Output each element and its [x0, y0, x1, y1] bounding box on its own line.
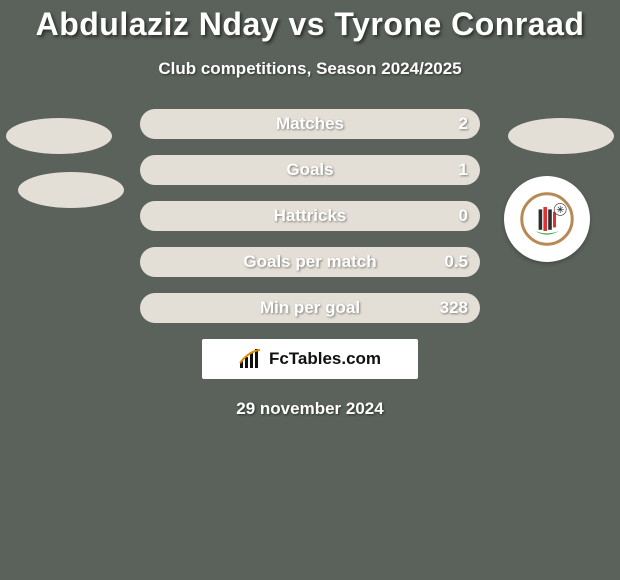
- stat-right-value: 2: [459, 109, 468, 139]
- crest-icon: [517, 189, 577, 249]
- source-label: FcTables.com: [269, 349, 381, 369]
- stat-right-value: 0: [459, 201, 468, 231]
- stat-row: Hattricks 0: [140, 201, 480, 231]
- stat-label: Hattricks: [140, 201, 480, 231]
- comparison-infographic: Abdulaziz Nday vs Tyrone Conraad Club co…: [0, 0, 620, 580]
- stat-row: Goals per match 0.5: [140, 247, 480, 277]
- stat-label: Min per goal: [140, 293, 480, 323]
- stat-row: Goals 1: [140, 155, 480, 185]
- page-title: Abdulaziz Nday vs Tyrone Conraad: [0, 0, 620, 43]
- barchart-icon: [239, 349, 263, 369]
- club-crest-right: [504, 176, 590, 262]
- stat-label: Goals: [140, 155, 480, 185]
- stat-right-value: 328: [440, 293, 468, 323]
- team-badge-right-1: [508, 118, 614, 154]
- stat-label: Matches: [140, 109, 480, 139]
- stat-right-value: 1: [459, 155, 468, 185]
- stat-row: Min per goal 328: [140, 293, 480, 323]
- generated-date: 29 november 2024: [0, 399, 620, 419]
- page-subtitle: Club competitions, Season 2024/2025: [0, 59, 620, 79]
- source-badge[interactable]: FcTables.com: [202, 339, 418, 379]
- team-badge-left-1: [6, 118, 112, 154]
- team-badge-left-2: [18, 172, 124, 208]
- stat-right-value: 0.5: [444, 247, 468, 277]
- stat-label: Goals per match: [140, 247, 480, 277]
- stat-row: Matches 2: [140, 109, 480, 139]
